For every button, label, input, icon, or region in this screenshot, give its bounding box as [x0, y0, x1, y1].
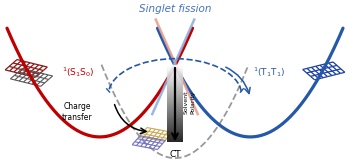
Text: $^1$(S$_1$S$_0$): $^1$(S$_1$S$_0$) [62, 65, 95, 79]
Text: $^1$(T$_1$T$_1$): $^1$(T$_1$T$_1$) [253, 65, 286, 79]
Text: Charge
transfer: Charge transfer [62, 102, 92, 122]
Text: CT: CT [169, 149, 181, 159]
Text: Solvent
Polarity: Solvent Polarity [184, 90, 195, 114]
Text: Singlet fission: Singlet fission [139, 4, 211, 14]
